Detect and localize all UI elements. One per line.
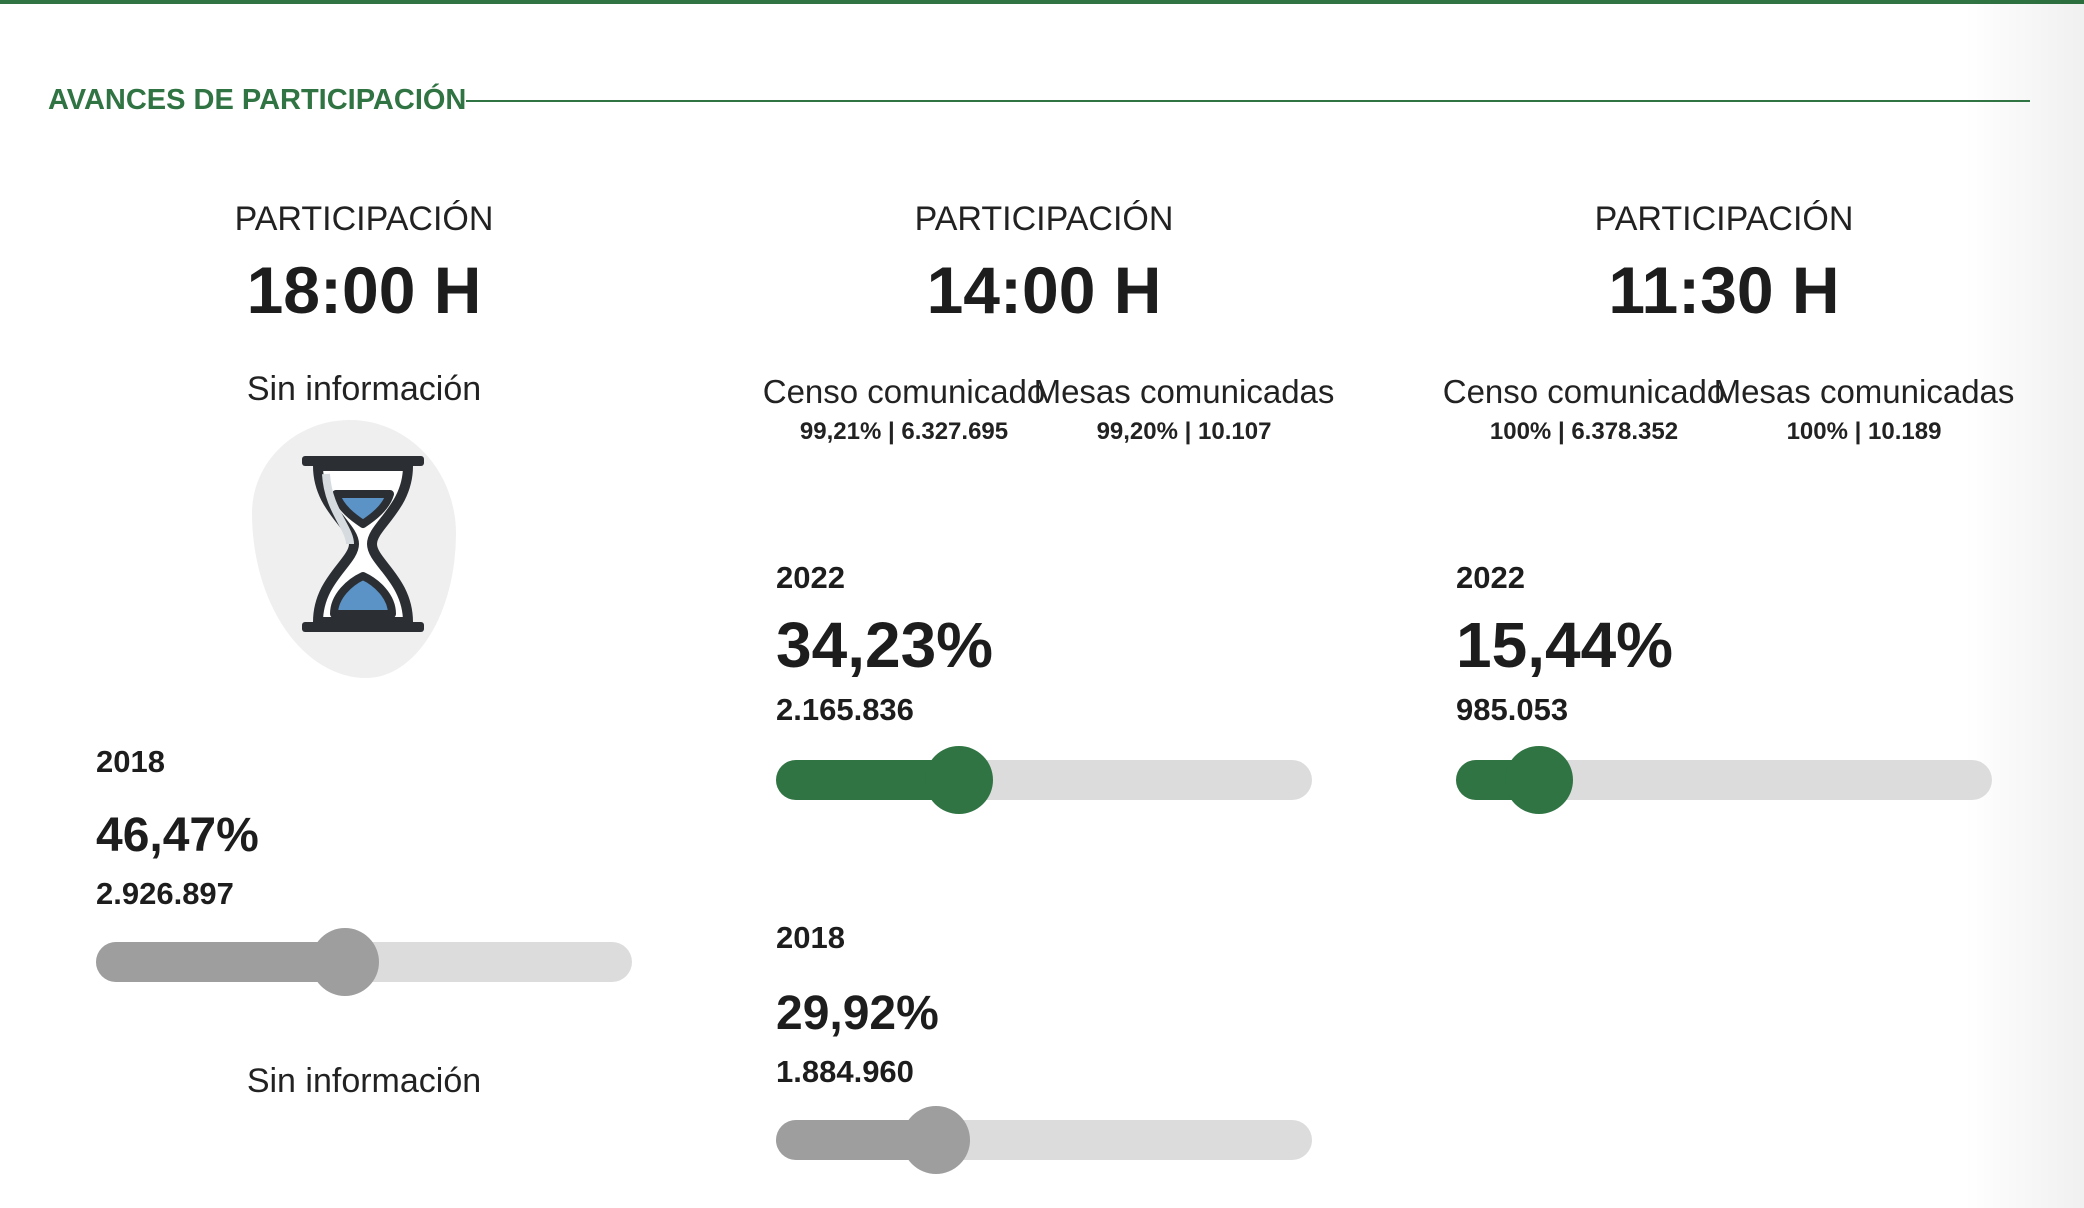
no-info-text: Sin información — [246, 1062, 482, 1100]
previous-percent: 29,92% — [776, 987, 939, 1040]
card-label: PARTICIPACIÓN — [1594, 200, 1854, 238]
progress-knob — [1504, 746, 1573, 814]
previous-count: 2.926.897 — [96, 876, 234, 911]
current-progress-bar — [776, 746, 1312, 814]
census-value: 100% | 6.378.352 — [1489, 418, 1679, 445]
card-time: 18:00 H — [246, 253, 482, 327]
previous-count: 1.884.960 — [776, 1054, 914, 1089]
census-stat: Censo comunicado 100% | 6.378.352 — [1424, 370, 1744, 446]
current-percent: 34,23% — [776, 609, 994, 681]
previous-percent: 46,47% — [96, 809, 259, 862]
previous-progress-bar — [776, 1106, 1312, 1174]
previous-year: 2018 — [776, 920, 845, 955]
current-percent: 15,44% — [1456, 609, 1674, 681]
previous-year: 2018 — [96, 744, 165, 779]
tables-value: 99,20% | 10.107 — [1096, 418, 1272, 445]
current-year: 2022 — [1456, 560, 1525, 595]
census-title: Censo comunicado — [762, 373, 1046, 410]
page-edge-shadow — [1964, 0, 2084, 1208]
progress-knob — [311, 928, 380, 996]
tables-stat: Mesas comunicadas 99,20% | 10.107 — [1024, 370, 1344, 446]
card-label: PARTICIPACIÓN — [914, 200, 1174, 238]
progress-knob — [925, 746, 994, 814]
tables-title: Mesas comunicadas — [1033, 373, 1335, 410]
hourglass-icon — [296, 450, 430, 638]
tables-value: 100% | 10.189 — [1786, 418, 1942, 445]
census-value: 99,21% | 6.327.695 — [799, 418, 1009, 445]
progress-knob — [902, 1106, 971, 1174]
previous-progress-bar — [96, 928, 632, 996]
participation-card-1130: PARTICIPACIÓN 11:30 H — [1384, 0, 2064, 1208]
current-count: 985.053 — [1456, 692, 1569, 727]
current-progress-bar — [1456, 746, 1992, 814]
current-year: 2022 — [776, 560, 845, 595]
census-stat: Censo comunicado 99,21% | 6.327.695 — [744, 370, 1064, 446]
tables-stat: Mesas comunicadas 100% | 10.189 — [1704, 370, 2024, 446]
current-count: 2.165.836 — [776, 692, 914, 727]
participation-card-1400: PARTICIPACIÓN 14:00 H — [704, 0, 1384, 1208]
census-title: Censo comunicado — [1442, 373, 1726, 410]
card-time: 14:00 H — [926, 253, 1162, 327]
tables-title: Mesas comunicadas — [1713, 373, 2015, 410]
participation-card-1800: PARTICIPACIÓN 18:00 H Sin información — [24, 0, 704, 1208]
section-divider — [466, 100, 2030, 102]
progress-fill — [96, 942, 346, 982]
section-title: AVANCES DE PARTICIPACIÓN — [48, 84, 467, 116]
no-info-text: Sin información — [246, 370, 482, 408]
card-time: 11:30 H — [1608, 253, 1840, 327]
card-label: PARTICIPACIÓN — [234, 200, 494, 238]
top-accent-line — [0, 0, 2084, 4]
